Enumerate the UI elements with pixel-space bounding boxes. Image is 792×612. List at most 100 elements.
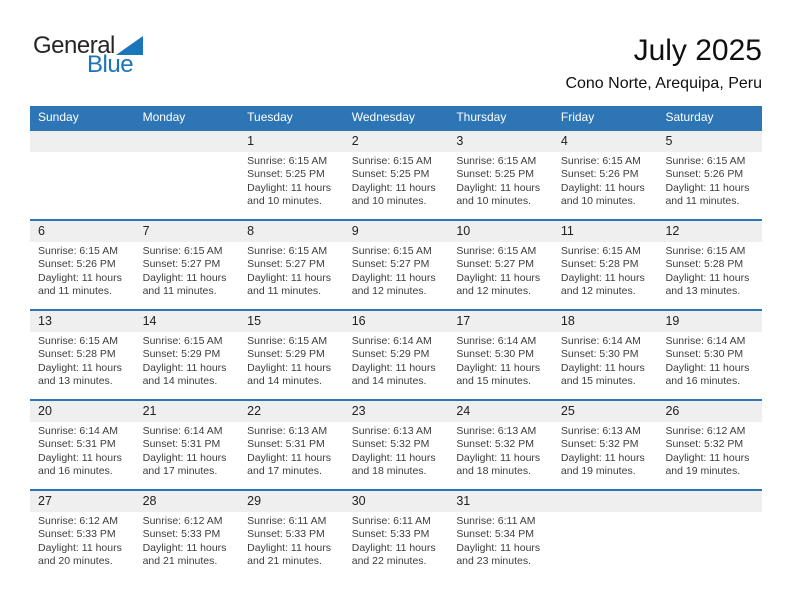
day-number: 4 [552, 130, 658, 152]
day-cell: 29 Sunrise: 6:11 AM Sunset: 5:33 PM Dayl… [239, 490, 344, 579]
day-cell [30, 130, 135, 219]
sunset-text: Sunset: 5:30 PM [665, 348, 744, 360]
sunrise-text: Sunrise: 6:15 AM [38, 334, 118, 347]
day-number: 12 [657, 220, 763, 242]
day-number [134, 130, 240, 152]
sunset-text: Sunset: 5:32 PM [456, 438, 534, 450]
daylight-text: Daylight: 11 hours and 16 minutes. [38, 451, 122, 478]
sunrise-text: Sunrise: 6:13 AM [351, 424, 432, 437]
daylight-text: Daylight: 11 hours and 15 minutes. [456, 361, 541, 388]
day-cell: 26 Sunrise: 6:12 AM Sunset: 5:32 PM Dayl… [657, 400, 763, 489]
sunrise-text: Sunrise: 6:14 AM [351, 334, 432, 347]
weekday-header-row: Sunday Monday Tuesday Wednesday Thursday… [30, 105, 762, 129]
day-number: 18 [552, 310, 658, 332]
day-cell: 25 Sunrise: 6:13 AM Sunset: 5:32 PM Dayl… [552, 400, 658, 489]
day-number: 8 [239, 220, 344, 242]
daylight-text: Daylight: 11 hours and 13 minutes. [665, 271, 750, 298]
sunset-text: Sunset: 5:28 PM [665, 258, 744, 270]
day-info: Sunrise: 6:15 AM Sunset: 5:27 PM Dayligh… [239, 242, 344, 299]
sunset-text: Sunset: 5:32 PM [351, 438, 430, 450]
sunset-text: Sunset: 5:29 PM [247, 348, 325, 360]
day-cell: 16 Sunrise: 6:14 AM Sunset: 5:29 PM Dayl… [343, 310, 449, 399]
day-number: 14 [134, 310, 240, 332]
day-number: 13 [30, 310, 135, 332]
sunrise-text: Sunrise: 6:15 AM [247, 334, 328, 347]
day-info: Sunrise: 6:11 AM Sunset: 5:34 PM Dayligh… [448, 512, 553, 569]
sunrise-text: Sunrise: 6:12 AM [665, 424, 746, 437]
day-cell: 17 Sunrise: 6:14 AM Sunset: 5:30 PM Dayl… [448, 310, 553, 399]
sunset-text: Sunset: 5:25 PM [351, 168, 430, 180]
sunrise-text: Sunrise: 6:15 AM [560, 244, 641, 257]
sunset-text: Sunset: 5:27 PM [247, 258, 325, 270]
sunset-text: Sunset: 5:33 PM [247, 528, 325, 540]
day-number: 16 [343, 310, 449, 332]
day-number: 26 [657, 400, 763, 422]
daylight-text: Daylight: 11 hours and 10 minutes. [351, 181, 436, 208]
day-info: Sunrise: 6:14 AM Sunset: 5:30 PM Dayligh… [657, 332, 762, 389]
day-info: Sunrise: 6:15 AM Sunset: 5:25 PM Dayligh… [448, 152, 553, 209]
day-cell: 13 Sunrise: 6:15 AM Sunset: 5:28 PM Dayl… [30, 310, 135, 399]
day-cell: 4 Sunrise: 6:15 AM Sunset: 5:26 PM Dayli… [552, 130, 658, 219]
day-info: Sunrise: 6:15 AM Sunset: 5:28 PM Dayligh… [30, 332, 135, 389]
sunrise-text: Sunrise: 6:11 AM [247, 514, 327, 527]
sunrise-text: Sunrise: 6:15 AM [142, 244, 223, 257]
day-number: 3 [448, 130, 553, 152]
daylight-text: Daylight: 11 hours and 11 minutes. [247, 271, 332, 298]
sunrise-text: Sunrise: 6:15 AM [665, 244, 746, 257]
sunrise-text: Sunrise: 6:15 AM [351, 154, 432, 167]
day-info [135, 152, 240, 155]
daylight-text: Daylight: 11 hours and 21 minutes. [247, 541, 332, 568]
week-row: 6 Sunrise: 6:15 AM Sunset: 5:26 PM Dayli… [30, 218, 763, 309]
day-info: Sunrise: 6:11 AM Sunset: 5:33 PM Dayligh… [344, 512, 449, 569]
title-block: July 2025 Cono Norte, Arequipa, Peru [565, 34, 762, 93]
sunset-text: Sunset: 5:30 PM [456, 348, 534, 360]
day-number: 11 [552, 220, 658, 242]
sunset-text: Sunset: 5:33 PM [142, 528, 221, 540]
day-cell: 5 Sunrise: 6:15 AM Sunset: 5:26 PM Dayli… [657, 130, 763, 219]
day-cell: 28 Sunrise: 6:12 AM Sunset: 5:33 PM Dayl… [134, 490, 240, 579]
weekday-header: Friday [560, 110, 595, 124]
weekday-header: Tuesday [247, 110, 293, 124]
daylight-text: Daylight: 11 hours and 18 minutes. [456, 451, 541, 478]
daylight-text: Daylight: 11 hours and 11 minutes. [665, 181, 750, 208]
day-number: 31 [448, 490, 553, 512]
sunset-text: Sunset: 5:32 PM [665, 438, 744, 450]
day-info: Sunrise: 6:15 AM Sunset: 5:27 PM Dayligh… [344, 242, 449, 299]
day-info: Sunrise: 6:15 AM Sunset: 5:28 PM Dayligh… [657, 242, 762, 299]
sunrise-text: Sunrise: 6:13 AM [560, 424, 641, 437]
day-number: 25 [552, 400, 658, 422]
day-cell: 21 Sunrise: 6:14 AM Sunset: 5:31 PM Dayl… [134, 400, 240, 489]
daylight-text: Daylight: 11 hours and 14 minutes. [351, 361, 436, 388]
page-subtitle: Cono Norte, Arequipa, Peru [565, 74, 762, 92]
day-info [553, 512, 658, 515]
sunrise-text: Sunrise: 6:13 AM [456, 424, 537, 437]
daylight-text: Daylight: 11 hours and 10 minutes. [247, 181, 332, 208]
daylight-text: Daylight: 11 hours and 18 minutes. [351, 451, 436, 478]
day-number: 7 [134, 220, 240, 242]
day-cell [657, 490, 763, 579]
sunset-text: Sunset: 5:27 PM [351, 258, 430, 270]
sunrise-text: Sunrise: 6:12 AM [142, 514, 223, 527]
day-cell: 18 Sunrise: 6:14 AM Sunset: 5:30 PM Dayl… [552, 310, 658, 399]
week-row: 13 Sunrise: 6:15 AM Sunset: 5:28 PM Dayl… [30, 308, 763, 399]
daylight-text: Daylight: 11 hours and 15 minutes. [560, 361, 645, 388]
day-number: 23 [343, 400, 449, 422]
sunset-text: Sunset: 5:29 PM [142, 348, 221, 360]
day-number: 20 [30, 400, 135, 422]
day-number: 10 [448, 220, 553, 242]
sunset-text: Sunset: 5:25 PM [456, 168, 534, 180]
weekday-header: Sunday [38, 110, 79, 124]
sunrise-text: Sunrise: 6:14 AM [456, 334, 537, 347]
day-number: 17 [448, 310, 553, 332]
day-cell: 11 Sunrise: 6:15 AM Sunset: 5:28 PM Dayl… [552, 220, 658, 309]
sunset-text: Sunset: 5:34 PM [456, 528, 534, 540]
daylight-text: Daylight: 11 hours and 22 minutes. [351, 541, 436, 568]
day-cell: 20 Sunrise: 6:14 AM Sunset: 5:31 PM Dayl… [30, 400, 135, 489]
daylight-text: Daylight: 11 hours and 10 minutes. [560, 181, 645, 208]
weekday-header: Wednesday [351, 110, 415, 124]
daylight-text: Daylight: 11 hours and 12 minutes. [560, 271, 645, 298]
sunset-text: Sunset: 5:32 PM [560, 438, 639, 450]
logo-triangle-icon [115, 36, 143, 55]
day-number: 30 [343, 490, 449, 512]
day-info: Sunrise: 6:15 AM Sunset: 5:29 PM Dayligh… [135, 332, 240, 389]
